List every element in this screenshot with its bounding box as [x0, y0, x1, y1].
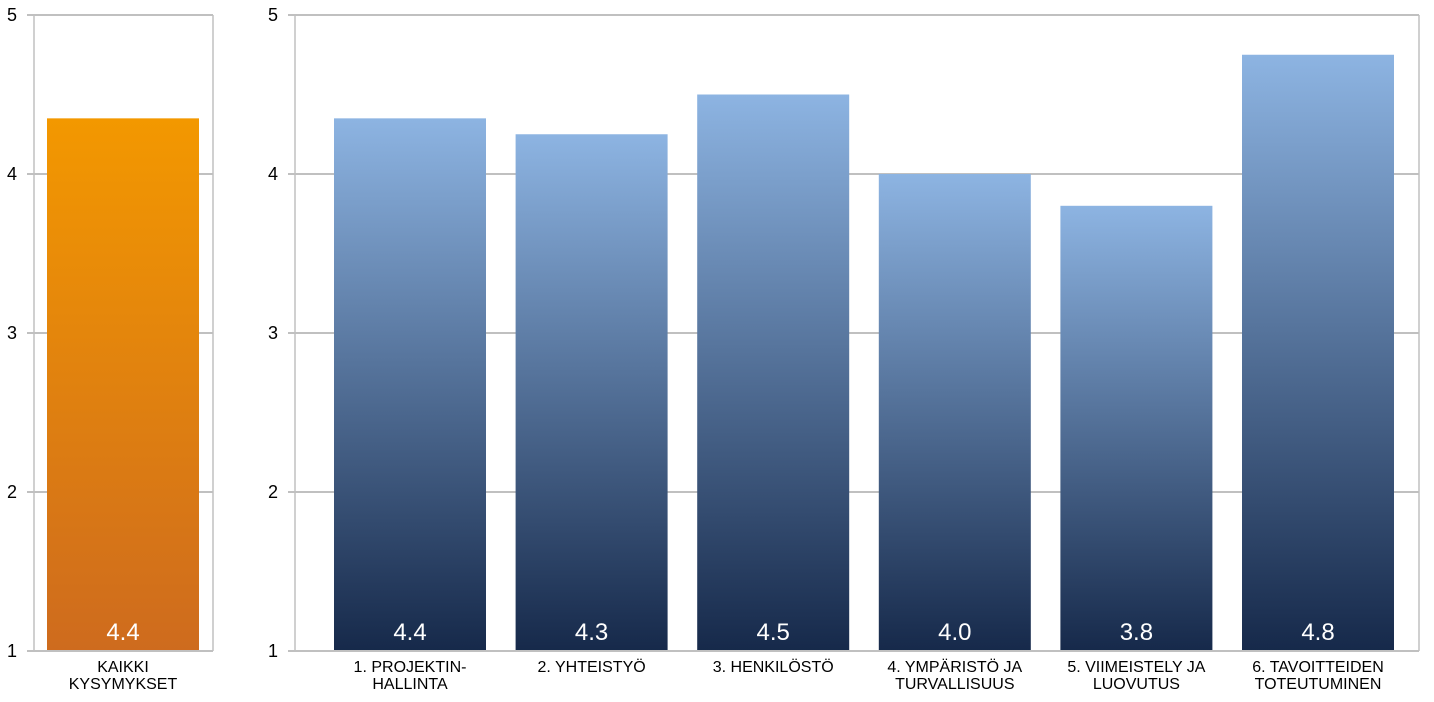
- y-tick-label: 4: [7, 164, 17, 184]
- y-tick-label: 2: [7, 482, 17, 502]
- bar-value-label: 3.8: [1120, 619, 1153, 646]
- bar: [334, 118, 486, 652]
- y-tick-label: 3: [7, 323, 17, 343]
- x-tick-label: 6. TAVOITTEIDEN TOTEUTUMINEN: [1252, 659, 1384, 693]
- bar: [878, 174, 1031, 651]
- overall-chart-panel: 1 2 3 4 5 4.4 KAIKKI KYSYMYKSET: [7, 5, 214, 693]
- bar: [47, 118, 199, 652]
- bar: [515, 134, 668, 651]
- category-chart-panel: 1 2 3 4 5 4.4 1. PROJEKTIN-HALLINTA 4.3 2. YHTEI…: [268, 5, 1420, 693]
- bar-value-label: 4.5: [757, 619, 790, 646]
- bar: [1060, 205, 1213, 652]
- bar-value-label: 4.8: [1301, 619, 1334, 646]
- bar: [697, 94, 850, 651]
- y-tick-label: 5: [268, 5, 278, 25]
- bar-value-label: 4.4: [106, 619, 139, 646]
- bar-value-label: 4.3: [575, 619, 608, 646]
- bar: [1242, 54, 1394, 651]
- bar-value-label: 4.0: [938, 619, 971, 646]
- x-tick-label: 1. PROJEKTIN-HALLINTA: [354, 659, 467, 693]
- y-tick-label: 1: [268, 641, 278, 661]
- x-tick-label: 4. YMPÄRISTÖ JA TURVALLISUUS: [887, 658, 1022, 693]
- x-tick-label: 5. VIIMEISTELY JA LUOVUTUS: [1067, 659, 1205, 693]
- x-tick-label: 3. HENKILÖSTÖ: [713, 658, 834, 676]
- bar-value-label: 4.4: [393, 619, 426, 646]
- x-tick-label: 2. YHTEISTYÖ: [538, 658, 646, 676]
- y-tick-label: 3: [268, 323, 278, 343]
- y-tick-label: 2: [268, 482, 278, 502]
- x-tick-label: KAIKKI KYSYMYKSET: [69, 659, 178, 693]
- y-tick-label: 1: [7, 641, 17, 661]
- y-tick-label: 5: [7, 5, 17, 25]
- y-tick-label: 4: [268, 164, 278, 184]
